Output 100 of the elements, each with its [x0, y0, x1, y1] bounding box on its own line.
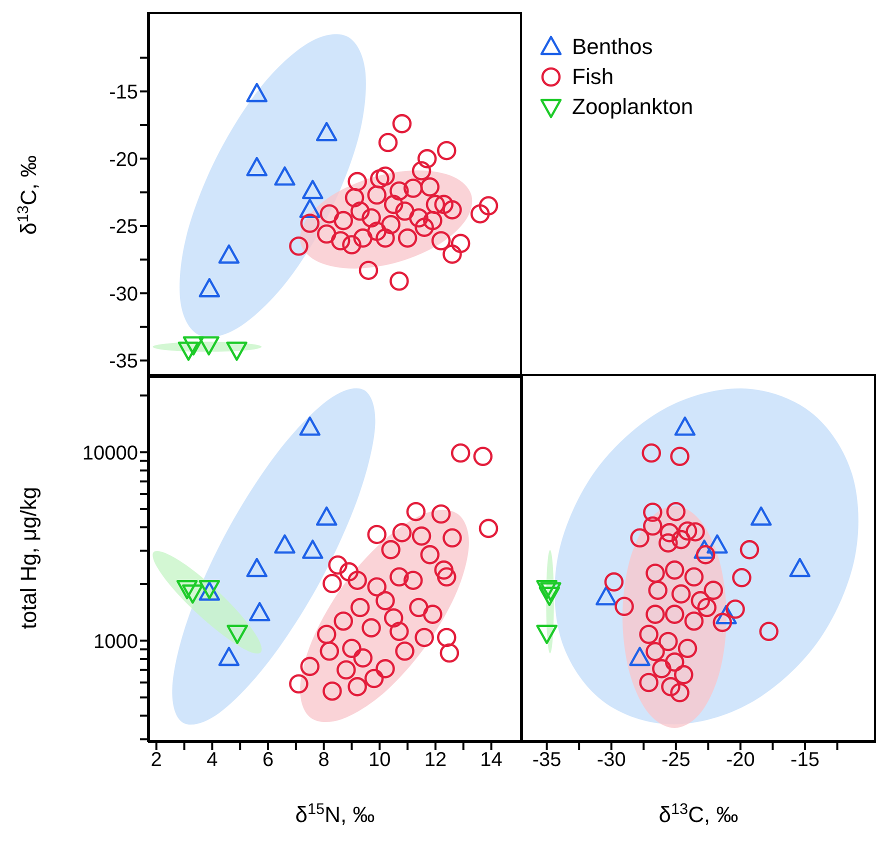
- point: [362, 618, 381, 638]
- point: [648, 580, 668, 600]
- point: [686, 522, 705, 542]
- point: [404, 178, 423, 198]
- point: [674, 665, 694, 684]
- point: [376, 591, 395, 610]
- point: [473, 446, 493, 466]
- point: [716, 604, 737, 624]
- point: [302, 180, 324, 200]
- point: [740, 540, 760, 560]
- point: [431, 231, 451, 250]
- x-tick-label: -35: [532, 749, 562, 772]
- point: [426, 194, 446, 214]
- point: [706, 534, 728, 554]
- point: [450, 234, 470, 254]
- point: [470, 204, 490, 224]
- point: [322, 574, 342, 594]
- point: [639, 672, 658, 692]
- point: [316, 224, 336, 244]
- point: [339, 562, 359, 582]
- point: [436, 567, 456, 587]
- point: [664, 560, 684, 580]
- point: [630, 528, 650, 548]
- point: [420, 545, 440, 564]
- x-tick-label: 4: [206, 749, 218, 772]
- point: [671, 530, 691, 550]
- point: [320, 641, 340, 661]
- point: [409, 208, 428, 228]
- point: [358, 260, 378, 280]
- point: [409, 598, 428, 618]
- point: [658, 632, 678, 652]
- point: [450, 443, 470, 463]
- point: [697, 598, 717, 618]
- point: [350, 598, 370, 618]
- y-tick-label: -15: [109, 81, 138, 104]
- point: [334, 611, 354, 631]
- point: [629, 646, 650, 666]
- point: [646, 564, 665, 583]
- point: [642, 443, 662, 463]
- point: [750, 506, 772, 526]
- point: [300, 656, 320, 676]
- point: [390, 181, 409, 201]
- point: [246, 156, 268, 176]
- point: [316, 122, 338, 142]
- point: [652, 659, 672, 678]
- x-axis-title: δ$^{15}$N, ‰: [295, 800, 375, 827]
- point: [664, 652, 684, 672]
- point: [678, 521, 698, 541]
- point: [342, 638, 362, 658]
- x-tick-label: 10: [368, 749, 391, 772]
- point: [436, 628, 456, 648]
- point: [670, 682, 690, 702]
- x-tick-label: 2: [150, 749, 162, 772]
- point: [690, 591, 710, 610]
- point: [434, 560, 454, 580]
- point: [300, 214, 320, 233]
- point: [182, 584, 204, 604]
- point: [423, 604, 442, 624]
- point: [684, 567, 704, 587]
- point: [712, 612, 732, 632]
- point: [348, 570, 367, 590]
- point: [646, 642, 665, 662]
- point: [390, 622, 409, 642]
- point: [390, 567, 409, 587]
- point: [381, 214, 400, 234]
- point: [381, 540, 400, 560]
- point: [376, 659, 395, 678]
- point: [353, 648, 373, 668]
- point: [660, 523, 680, 542]
- x-tick-label: -25: [661, 749, 690, 772]
- point: [412, 161, 432, 180]
- point: [604, 572, 624, 592]
- point: [367, 222, 387, 241]
- point: [367, 524, 387, 544]
- point: [328, 555, 348, 575]
- point: [661, 677, 680, 696]
- point: [643, 502, 662, 522]
- point: [666, 502, 686, 522]
- point: [646, 604, 665, 624]
- point: [440, 643, 460, 663]
- point: [334, 210, 354, 230]
- y-tick-label: -30: [109, 283, 138, 306]
- point: [398, 228, 418, 248]
- point: [246, 82, 268, 102]
- point: [289, 236, 308, 256]
- point: [664, 604, 684, 624]
- x-tick-label: -15: [790, 749, 820, 772]
- point: [392, 114, 412, 134]
- point: [412, 526, 432, 546]
- point: [436, 140, 456, 160]
- point: [759, 622, 779, 642]
- point: [434, 194, 454, 214]
- point: [316, 624, 336, 644]
- point: [726, 599, 745, 619]
- x-tick-label: 8: [318, 749, 330, 772]
- point: [178, 342, 200, 361]
- point: [404, 570, 423, 590]
- point: [367, 577, 387, 597]
- point: [384, 194, 404, 214]
- point: [658, 533, 678, 553]
